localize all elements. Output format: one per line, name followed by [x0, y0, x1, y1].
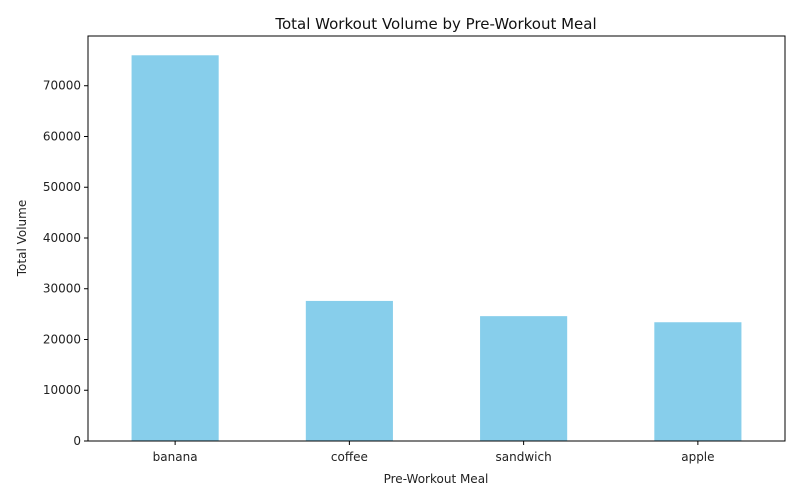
bars-group — [132, 55, 742, 441]
x-tick-label: apple — [681, 450, 714, 464]
y-tick-label: 0 — [73, 434, 81, 448]
y-tick-label: 20000 — [43, 332, 81, 346]
x-tick-label: sandwich — [496, 450, 552, 464]
bar-banana — [132, 55, 219, 441]
y-tick-label: 50000 — [43, 180, 81, 194]
y-tick-label: 70000 — [43, 79, 81, 93]
x-tick-label: coffee — [331, 450, 368, 464]
y-tick-label: 30000 — [43, 282, 81, 296]
y-tick-label: 10000 — [43, 383, 81, 397]
y-tick-label: 40000 — [43, 231, 81, 245]
y-axis-ticks: 0 10000 20000 30000 40000 50000 60000 70000 — [43, 79, 88, 448]
bar-sandwich — [480, 316, 567, 441]
x-axis-ticks: banana coffee sandwich apple — [153, 441, 715, 464]
bar-coffee — [306, 301, 393, 441]
y-axis-label: Total Volume — [15, 200, 29, 277]
bar-apple — [654, 322, 741, 441]
x-tick-label: banana — [153, 450, 198, 464]
x-axis-label: Pre-Workout Meal — [384, 472, 489, 486]
y-tick-label: 60000 — [43, 129, 81, 143]
chart-title: Total Workout Volume by Pre-Workout Meal — [274, 15, 596, 33]
